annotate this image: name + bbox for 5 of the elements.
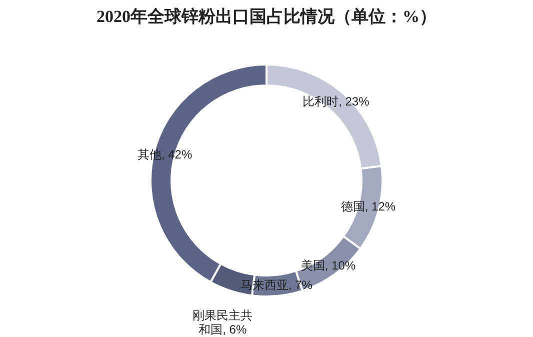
slice-label: 比利时, 23% [302,94,370,109]
slice-label: 美国, 10% [300,258,356,272]
slice-label: 德国, 12% [340,200,396,214]
slice-label: 刚果民主共和国, 6% [192,308,253,337]
chart-title: 2020年全球锌粉出口国占比情况（单位：%） [96,7,436,26]
